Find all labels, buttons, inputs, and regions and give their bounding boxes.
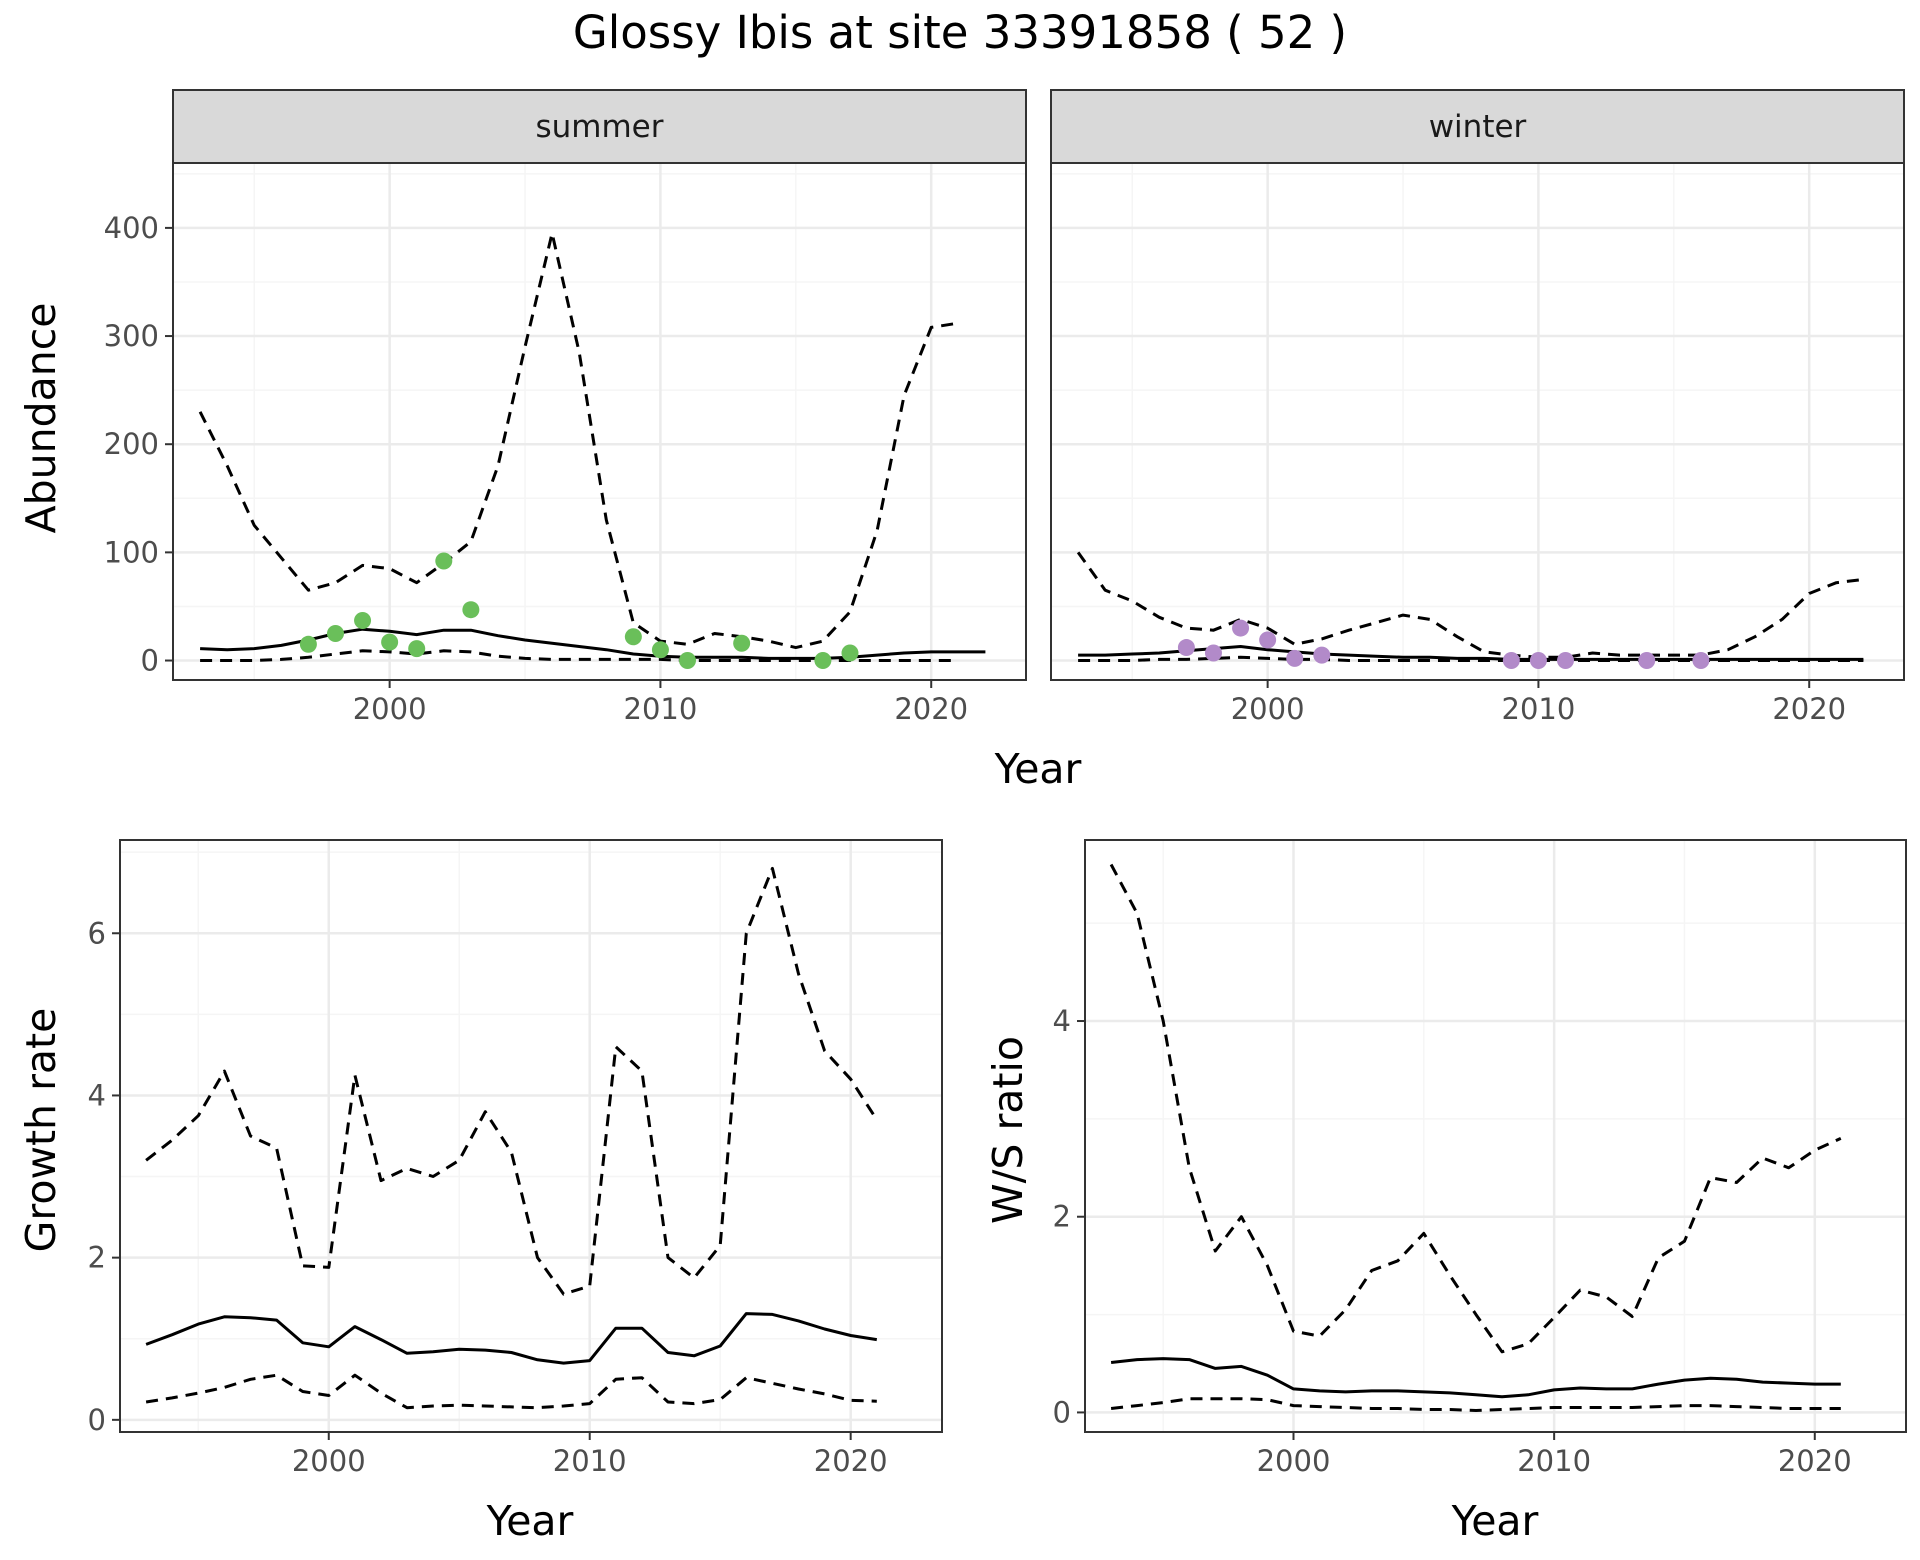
- abundance-winter-data-point: [1313, 646, 1331, 664]
- abundance-winter-data-point: [1232, 619, 1250, 637]
- abundance-winter-data-point: [1557, 652, 1575, 670]
- abundance-summer-data-point: [326, 624, 344, 642]
- abundance-winter-plot-area: [1051, 163, 1904, 680]
- abundance-winter-x-tick-label: 2000: [1231, 692, 1305, 726]
- summer-strip-label: summer: [535, 109, 663, 145]
- abundance-summer-y-tick-label: 300: [104, 319, 159, 353]
- abundance-winter-x-tick-label: 2010: [1502, 692, 1576, 726]
- growth-rate-x-tick-label: 2020: [814, 1444, 888, 1478]
- abundance-winter-x-tick-label: 2020: [1772, 692, 1846, 726]
- abundance-winter-data-point: [1177, 639, 1195, 657]
- abundance-summer-data-point: [651, 641, 669, 659]
- ws-ratio-estimate-line: [1110, 1357, 1841, 1399]
- chart-title: Glossy Ibis at site 33391858 ( 52 ): [573, 6, 1347, 59]
- abundance-summer-lower-line: [200, 649, 959, 662]
- abundance-winter-data-point: [1529, 652, 1547, 670]
- ws-ratio-y-tick-label: 0: [1053, 1395, 1071, 1429]
- growth-rate-y-tick-label: 0: [88, 1403, 106, 1437]
- abundance-summer-data-point: [814, 652, 832, 670]
- growth-rate-upper-line: [145, 866, 879, 1296]
- growth-rate-plot-area: [120, 840, 942, 1432]
- growth-rate-x-tick-label: 2010: [553, 1444, 627, 1478]
- abundance-winter-panel: 2000 2010 2020: [1050, 162, 1905, 726]
- abundance-winter-data-point: [1502, 652, 1520, 670]
- abundance-winter-data-point: [1638, 652, 1656, 670]
- abundance-winter-data-point: [1259, 631, 1277, 649]
- growth-rate-y-tick-label: 4: [88, 1078, 106, 1112]
- abundance-x-axis-title: Year: [994, 745, 1082, 793]
- ws-ratio-upper-line: [1109, 863, 1842, 1354]
- ws-ratio-x-tick-label: 2020: [1778, 1444, 1852, 1478]
- ws-ratio-y-tick-label: 4: [1053, 1004, 1071, 1038]
- ws-ratio-plot-area: [1085, 840, 1906, 1432]
- growth-x-axis-title: Year: [486, 1497, 574, 1545]
- abundance-summer-data-point: [299, 635, 317, 653]
- ws-ratio-y-tick-label: 2: [1053, 1200, 1071, 1234]
- abundance-summer-data-point: [679, 652, 697, 670]
- ws-ratio-x-tick-label: 2000: [1257, 1444, 1331, 1478]
- abundance-summer-data-point: [408, 640, 426, 658]
- growth-rate-y-tick-label: 2: [88, 1241, 106, 1275]
- abundance-summer-data-point: [841, 644, 859, 662]
- ws-ratio-lower-line: [1110, 1397, 1841, 1412]
- ws-ratio-x-tick-label: 2010: [1517, 1444, 1591, 1478]
- abundance-summer-data-point: [354, 612, 372, 630]
- abundance-summer-y-tick-label: 200: [104, 427, 159, 461]
- abundance-summer-data-point: [435, 552, 453, 570]
- abundance-summer-data-point: [624, 628, 642, 646]
- growth-rate-x-tick-label: 2000: [292, 1444, 366, 1478]
- abundance-summer-y-tick-label: 0: [141, 644, 159, 678]
- growth-rate-estimate-line: [145, 1312, 878, 1365]
- growth-y-axis-title: Growth rate: [17, 1008, 65, 1253]
- abundance-summer-panel: 2000 2010 2020 0 100 200 300 400: [104, 162, 1027, 726]
- ratio-x-axis-title: Year: [1451, 1497, 1539, 1545]
- abundance-summer-x-tick-label: 2010: [624, 692, 698, 726]
- abundance-winter-data-point: [1204, 644, 1222, 662]
- abundance-summer-data-point: [381, 633, 399, 651]
- abundance-winter-data-point: [1286, 649, 1304, 667]
- winter-strip: [1050, 89, 1905, 164]
- winter-strip-label: winter: [1429, 109, 1527, 145]
- abundance-summer-data-point: [733, 634, 751, 652]
- abundance-summer-upper-line: [198, 231, 959, 650]
- ratio-y-axis-title: W/S ratio: [984, 1036, 1032, 1224]
- ws-ratio-panel: 2000 2010 2020 0 2 4: [1053, 839, 1907, 1478]
- ws-ratio-panel-border: [1084, 839, 1907, 1433]
- abundance-winter-data-point: [1692, 652, 1710, 670]
- abundance-y-axis-title: Abundance: [17, 303, 65, 534]
- abundance-winter-upper-line: [1076, 551, 1864, 659]
- abundance-summer-x-tick-label: 2020: [894, 692, 968, 726]
- abundance-summer-x-tick-label: 2000: [353, 692, 427, 726]
- abundance-summer-y-tick-label: 400: [104, 211, 159, 245]
- abundance-summer-y-tick-label: 100: [104, 535, 159, 569]
- summer-strip: [172, 89, 1027, 164]
- abundance-summer-data-point: [462, 601, 480, 619]
- growth-rate-y-tick-label: 6: [88, 916, 106, 950]
- growth-rate-panel: 2000 2010 2020 0 2 4 6: [88, 839, 943, 1478]
- growth-rate-lower-line: [145, 1373, 877, 1410]
- growth-rate-panel-border: [119, 839, 943, 1433]
- abundance-summer-plot-area: [173, 163, 1026, 680]
